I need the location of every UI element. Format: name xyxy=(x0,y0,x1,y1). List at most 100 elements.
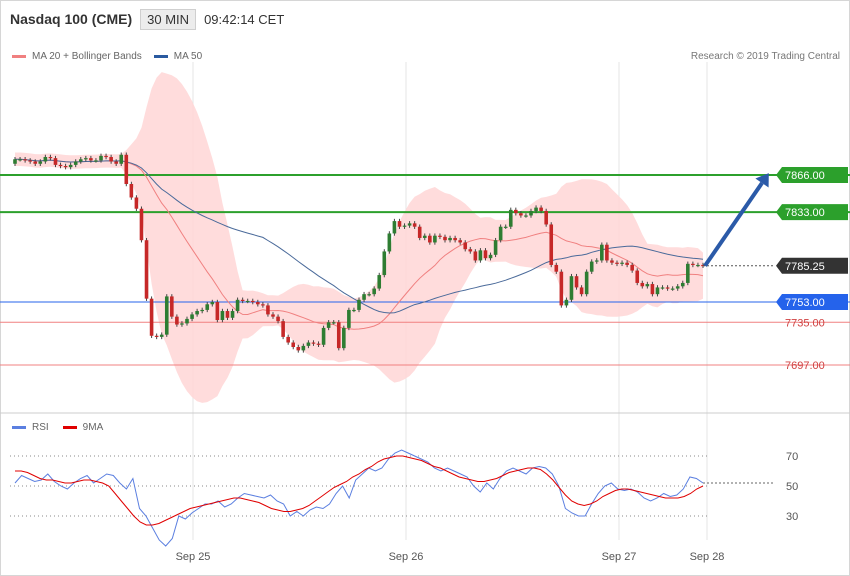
candle-body xyxy=(99,155,103,161)
candle-body xyxy=(109,157,113,162)
candle-body xyxy=(352,309,356,312)
candle-body xyxy=(468,249,473,252)
candle-body xyxy=(488,254,493,259)
candle-body xyxy=(195,311,199,315)
candle-body xyxy=(240,299,245,301)
rsi-legend-label: RSI xyxy=(32,422,49,433)
candle-body xyxy=(124,154,129,184)
candle-body xyxy=(412,223,417,227)
candle-body xyxy=(43,157,48,162)
candle-body xyxy=(321,327,326,345)
rsi-swatch xyxy=(12,426,26,429)
x-axis-label: Sep 26 xyxy=(389,551,424,563)
candle-body xyxy=(33,161,38,164)
price-level-tag xyxy=(776,167,848,183)
candle-body xyxy=(574,276,579,288)
credit-text: Research © 2019 Trading Central xyxy=(690,51,840,62)
candle-body xyxy=(544,210,548,225)
candle-body xyxy=(382,251,387,276)
candle-body xyxy=(660,287,665,289)
candle-body xyxy=(347,309,351,328)
candle-body xyxy=(18,159,22,161)
candle-body xyxy=(94,160,98,162)
candle-body xyxy=(458,240,462,243)
timestamp: 09:42:14 CET xyxy=(204,11,285,27)
candle-body xyxy=(286,336,290,343)
candle-body xyxy=(377,275,382,289)
x-axis-label: Sep 27 xyxy=(602,551,637,563)
candle-body xyxy=(215,302,220,321)
candle-body xyxy=(680,282,685,287)
candle-body xyxy=(336,322,341,349)
forecast-arrow-head xyxy=(755,173,769,188)
candle-body xyxy=(554,264,559,272)
candle-body xyxy=(387,233,392,252)
rsi-line xyxy=(14,449,704,547)
interval-badge[interactable]: 30 MIN xyxy=(140,8,197,30)
candle-body xyxy=(170,296,174,317)
candle-body xyxy=(605,244,609,261)
price-level-label: 7735.00 xyxy=(785,317,825,329)
candle-body xyxy=(433,235,437,243)
candle-body xyxy=(144,240,149,299)
rsi-legend: RSI 9MA xyxy=(12,422,103,433)
candle-body xyxy=(159,334,164,337)
candle-body xyxy=(524,215,528,217)
candle-body xyxy=(615,262,619,264)
candle-body xyxy=(503,226,508,228)
candle-body xyxy=(276,316,280,322)
candle-body xyxy=(539,207,543,211)
candle-body xyxy=(549,224,554,265)
candle-body xyxy=(645,284,650,287)
candle-body xyxy=(306,342,311,346)
candle-body xyxy=(230,311,235,318)
ma9-swatch xyxy=(62,426,77,429)
candle-body xyxy=(139,208,144,241)
x-axis-label: Sep 28 xyxy=(690,551,725,563)
candle-body xyxy=(119,154,124,164)
candle-body xyxy=(625,262,629,265)
candle-body xyxy=(392,221,397,234)
rsi-ma-line xyxy=(15,455,704,526)
candle-body xyxy=(23,159,27,161)
candle-body xyxy=(266,305,270,315)
candle-body xyxy=(89,158,93,161)
candle-body xyxy=(367,294,371,296)
candle-body xyxy=(534,207,538,211)
rsi-tick-label: 30 xyxy=(786,511,798,523)
candle-body xyxy=(498,226,503,241)
candle-body xyxy=(665,287,670,289)
candle-body xyxy=(357,299,361,310)
ma20-legend-label: MA 20 + Bollinger Bands xyxy=(32,51,142,62)
candle-body xyxy=(670,288,675,290)
candle-body xyxy=(422,235,427,238)
candle-body xyxy=(129,183,134,198)
candle-body xyxy=(291,342,296,348)
candle-body xyxy=(296,347,301,351)
candle-body xyxy=(564,299,569,306)
candle-body xyxy=(326,322,331,328)
candle-body xyxy=(493,240,498,255)
candle-body xyxy=(478,250,483,261)
candle-body xyxy=(154,335,159,337)
candle-body xyxy=(691,263,695,266)
candle-body xyxy=(342,327,346,349)
candle-body xyxy=(245,300,250,303)
candle-body xyxy=(261,304,265,306)
candle-body xyxy=(600,244,604,261)
candle-body xyxy=(686,263,690,283)
candle-body xyxy=(28,160,32,162)
candle-body xyxy=(220,311,225,321)
bollinger-band xyxy=(15,72,703,403)
candle-body xyxy=(13,159,17,164)
candle-body xyxy=(589,261,594,272)
candle-body xyxy=(362,294,366,300)
candle-body xyxy=(635,270,640,283)
candle-body xyxy=(448,237,452,241)
candle-body xyxy=(175,316,179,325)
candle-body xyxy=(180,323,184,325)
ma20-swatch xyxy=(12,55,26,58)
candle-body xyxy=(53,158,58,165)
candle-body xyxy=(210,302,215,305)
